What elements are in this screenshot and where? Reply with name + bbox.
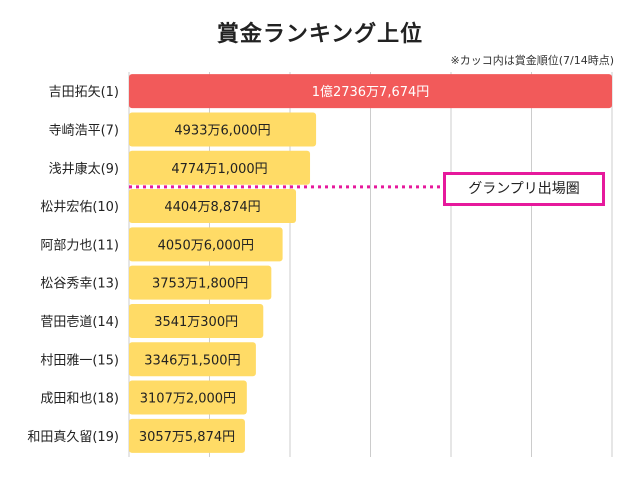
bar bbox=[129, 303, 264, 338]
value-label: 4933万6,000円 bbox=[174, 123, 270, 138]
category-label: 成田和也(18) bbox=[40, 392, 119, 407]
category-label: 浅井康太(9) bbox=[49, 161, 119, 177]
value-label: 3346万1,500円 bbox=[144, 353, 240, 368]
chart-note: ※カッコ内は賞金順位(7/14時点) bbox=[450, 54, 614, 67]
bar bbox=[129, 418, 245, 453]
value-label: 3541万300円 bbox=[154, 315, 238, 330]
category-label: 阿部力也(11) bbox=[40, 238, 119, 253]
value-label: 3057万5,874円 bbox=[139, 430, 235, 445]
grand-prix-label: グランプリ出場圏 bbox=[443, 172, 605, 206]
bar bbox=[129, 74, 612, 109]
category-label: 松井宏佑(10) bbox=[40, 200, 119, 215]
bar bbox=[129, 342, 256, 377]
category-label: 菅田壱道(14) bbox=[40, 315, 119, 330]
value-label: 3753万1,800円 bbox=[152, 277, 248, 292]
chart-title: 賞金ランキング上位 bbox=[216, 22, 424, 47]
value-label: 1億2736万7,674円 bbox=[312, 84, 430, 100]
value-label: 3107万2,000円 bbox=[140, 392, 236, 407]
category-label: 和田真久留(19) bbox=[27, 430, 119, 445]
value-label: 4774万1,000円 bbox=[171, 162, 267, 177]
bar bbox=[129, 227, 283, 262]
category-label: 吉田拓矢(1) bbox=[49, 85, 119, 100]
category-label: 村田雅一(15) bbox=[40, 353, 119, 368]
bar bbox=[129, 150, 311, 185]
category-label: 寺崎浩平(7) bbox=[49, 123, 119, 138]
bar bbox=[129, 189, 297, 224]
bar bbox=[129, 112, 317, 147]
value-label: 4404万8,874円 bbox=[164, 200, 260, 215]
value-label: 4050万6,000円 bbox=[158, 238, 254, 253]
bar bbox=[129, 380, 247, 415]
bar bbox=[129, 265, 272, 300]
category-label: 松谷秀幸(13) bbox=[40, 277, 119, 292]
